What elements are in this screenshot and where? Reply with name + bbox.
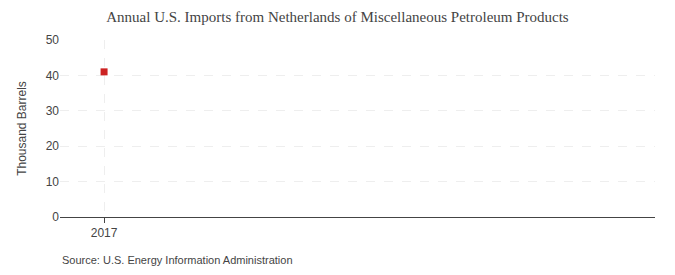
svg-text:Thousand Barrels: Thousand Barrels: [15, 81, 29, 176]
svg-text:Source: U.S. Energy Informatio: Source: U.S. Energy Information Administ…: [62, 254, 293, 266]
svg-text:2017: 2017: [91, 226, 118, 240]
svg-text:50: 50: [46, 33, 60, 47]
svg-text:40: 40: [46, 69, 60, 83]
svg-text:30: 30: [46, 104, 60, 118]
svg-text:0: 0: [52, 210, 59, 224]
svg-text:20: 20: [46, 139, 60, 153]
svg-text:10: 10: [46, 175, 60, 189]
svg-text:Annual U.S. Imports from Nethe: Annual U.S. Imports from Netherlands of …: [106, 9, 569, 25]
